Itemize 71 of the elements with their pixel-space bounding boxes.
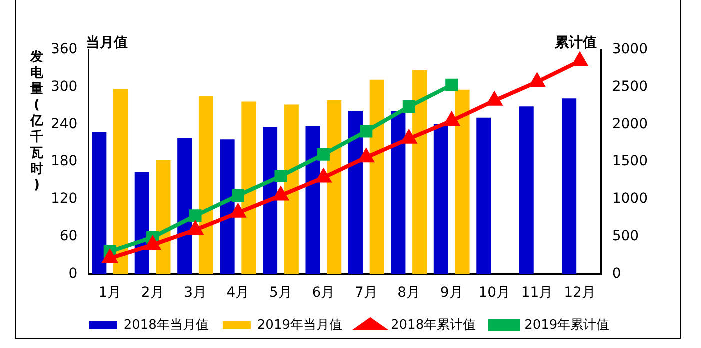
bar <box>306 126 320 274</box>
bar <box>348 111 363 274</box>
bar <box>327 100 342 274</box>
x-tick-label: 3月 <box>184 285 207 302</box>
bar <box>370 80 384 274</box>
text: 发电量(亿千瓦时) <box>30 50 44 193</box>
point <box>359 150 374 163</box>
annotation: 当月值 <box>86 34 128 52</box>
bar <box>263 127 278 274</box>
y-tick-label: 180 <box>50 154 78 170</box>
point <box>360 125 373 138</box>
point <box>316 170 331 183</box>
legend-label: 2019年累计值 <box>524 318 610 333</box>
x-tick-label: 8月 <box>398 285 421 302</box>
point <box>317 148 330 161</box>
y-tick-label: 0 <box>68 266 78 282</box>
point <box>446 78 458 92</box>
y2-axis-title: 累计值 <box>555 34 597 52</box>
x-tick-label: 10月 <box>478 285 510 302</box>
y2-tick-label: 1000 <box>612 191 648 208</box>
y2-tick-label: 2500 <box>612 79 648 96</box>
legend-label: 2019年当月值 <box>257 318 343 333</box>
legend-label: 2018年累计值 <box>391 318 476 333</box>
x-tick-label: 12月 <box>564 285 596 302</box>
x-tick-label: 2月 <box>141 285 164 302</box>
bar <box>519 106 534 274</box>
point <box>102 250 118 264</box>
point <box>188 222 203 236</box>
point <box>189 210 202 222</box>
bar <box>198 96 214 274</box>
bar <box>220 140 235 274</box>
point <box>444 112 460 126</box>
bar <box>434 124 448 274</box>
point <box>487 92 502 106</box>
y2-tick-label: 500 <box>612 228 640 244</box>
bar <box>455 90 470 274</box>
bar <box>242 102 256 274</box>
bar <box>412 70 428 274</box>
bar <box>476 118 492 274</box>
y2-tick-label: 0 <box>612 266 622 282</box>
bar <box>562 98 577 274</box>
point <box>530 74 544 88</box>
point <box>232 189 244 202</box>
x-tick-label: 11月 <box>521 285 554 302</box>
x-tick-label: 1月 <box>98 285 122 302</box>
x-tick-label: 4月 <box>226 285 250 302</box>
point <box>402 130 416 144</box>
point <box>402 100 416 114</box>
point <box>231 204 246 218</box>
bar <box>284 104 299 274</box>
legend-label: 2018年当月值 <box>124 318 209 333</box>
y-tick-label: 360 <box>50 42 78 58</box>
y2-tick-label: 1500 <box>612 154 648 170</box>
y-tick-label: 120 <box>50 191 78 208</box>
y-tick-label: 240 <box>50 116 78 132</box>
bar <box>178 138 192 274</box>
y2-tick-label: 2000 <box>612 116 648 132</box>
bar <box>391 111 406 274</box>
bar <box>92 132 107 274</box>
point <box>274 170 288 183</box>
point <box>146 237 160 250</box>
point <box>274 188 288 201</box>
y-tick-label: 60 <box>60 228 78 244</box>
x-tick-label: 7月 <box>354 285 378 302</box>
point <box>572 53 588 66</box>
y2-tick-label: 3000 <box>612 42 648 58</box>
bar <box>114 89 128 274</box>
x-tick-label: 6月 <box>312 285 336 302</box>
x-tick-label: 5月 <box>270 285 292 302</box>
x-tick-label: 9月 <box>440 285 464 302</box>
y-tick-label: 300 <box>50 79 78 96</box>
